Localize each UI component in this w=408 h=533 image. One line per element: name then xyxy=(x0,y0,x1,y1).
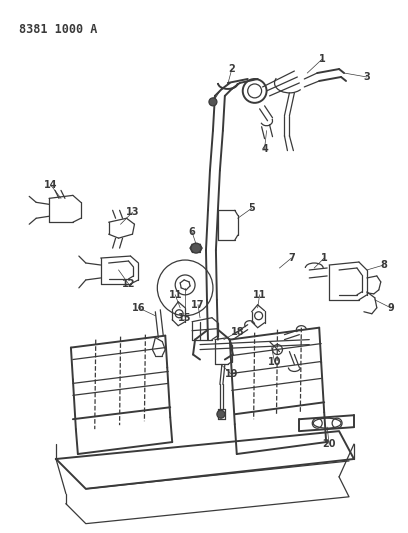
Text: 12: 12 xyxy=(122,279,135,289)
Text: 8: 8 xyxy=(380,260,387,270)
Circle shape xyxy=(217,410,225,418)
Text: 3: 3 xyxy=(364,72,370,82)
Text: 4: 4 xyxy=(261,143,268,154)
Text: 8381 1000 A: 8381 1000 A xyxy=(19,23,98,36)
Text: 11: 11 xyxy=(169,290,182,300)
Circle shape xyxy=(191,243,201,253)
Text: 2: 2 xyxy=(228,64,235,74)
Text: 17: 17 xyxy=(191,300,205,310)
Text: 18: 18 xyxy=(231,327,244,337)
Circle shape xyxy=(209,98,217,106)
Text: 10: 10 xyxy=(268,357,281,367)
Text: 11: 11 xyxy=(253,290,266,300)
Text: 20: 20 xyxy=(322,439,336,449)
Text: 15: 15 xyxy=(178,313,192,323)
Text: 1: 1 xyxy=(321,253,328,263)
Text: 9: 9 xyxy=(387,303,394,313)
Text: 16: 16 xyxy=(132,303,145,313)
Text: 5: 5 xyxy=(248,203,255,213)
Text: 14: 14 xyxy=(44,181,58,190)
Text: 13: 13 xyxy=(126,207,139,217)
Text: 6: 6 xyxy=(189,227,195,237)
Text: 7: 7 xyxy=(288,253,295,263)
Text: 1: 1 xyxy=(319,54,326,64)
Text: 19: 19 xyxy=(225,369,239,379)
